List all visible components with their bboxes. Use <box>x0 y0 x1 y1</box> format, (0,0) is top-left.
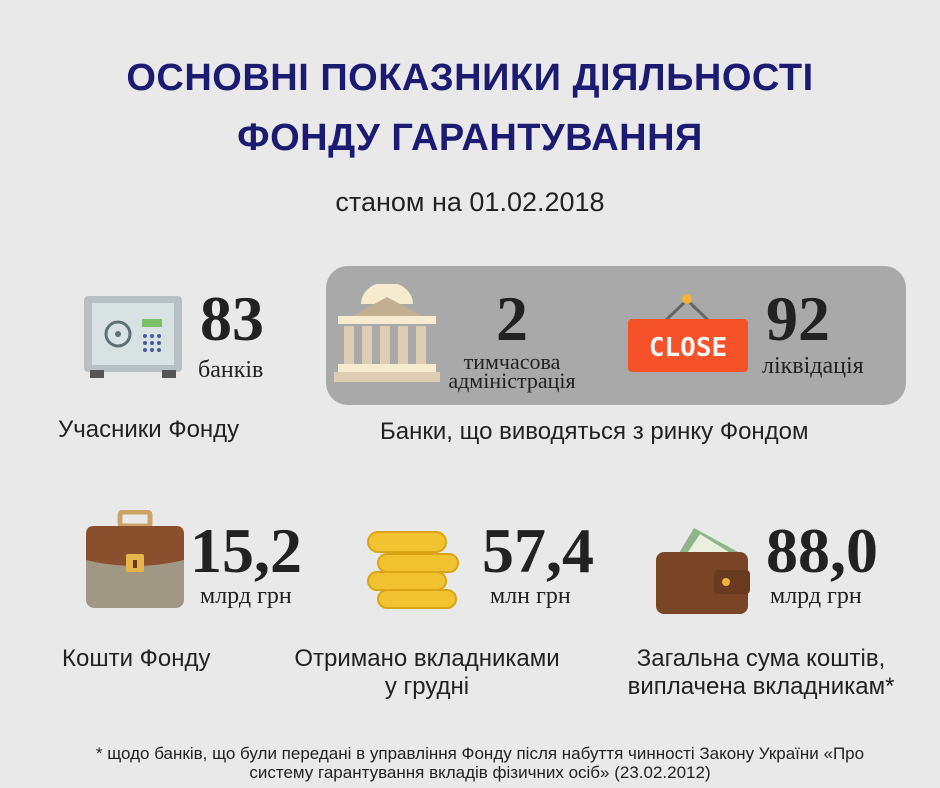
subtitle: станом на 01.02.2018 <box>335 187 605 217</box>
temporary-admin-unit: тимчасова адміністрація <box>440 349 584 393</box>
members-unit: банків <box>198 357 264 383</box>
title-line-1: ОСНОВНІ ПОКАЗНИКИ ДІЯЛЬНОСТІ <box>126 57 814 99</box>
received-label-line-1: Отримано вкладниками <box>294 645 560 672</box>
wallet-icon <box>656 528 750 614</box>
total-unit: млрд грн <box>770 583 862 609</box>
total-label-line-2: виплачена вкладникам* <box>627 673 895 700</box>
bank-building-icon <box>334 284 440 382</box>
safe-icon <box>84 296 182 378</box>
close-sign-icon: CLOSE <box>628 294 748 372</box>
temporary-admin-unit-line-1: тимчасова <box>463 349 561 374</box>
funds-label: Кошти Фонду <box>62 645 211 672</box>
received-value: 57,4 <box>482 515 594 586</box>
members-label: Учасники Фонду <box>58 416 240 443</box>
received-unit: млн грн <box>490 583 571 609</box>
total-value: 88,0 <box>766 515 878 586</box>
close-sign-text: CLOSE <box>649 333 727 363</box>
footnote-line-1: * щодо банків, що були передані в управл… <box>95 744 865 763</box>
temporary-admin-value: 2 <box>496 283 528 354</box>
total-label-line-1: Загальна сума коштів, <box>636 645 886 672</box>
funds-unit: млрд грн <box>200 583 292 609</box>
footnote: * щодо банків, що були передані в управл… <box>40 744 920 782</box>
received-label-line-2: у грудні <box>384 673 470 700</box>
liquidation-value: 92 <box>766 283 830 354</box>
title-line-2: ФОНДУ ГАРАНТУВАННЯ <box>237 117 703 159</box>
total-label: Загальна сума коштів, виплачена вкладник… <box>596 645 926 701</box>
briefcase-icon <box>86 510 184 608</box>
funds-value: 15,2 <box>190 515 302 586</box>
temporary-admin-unit-line-2: адміністрація <box>448 368 576 393</box>
withdrawn-label: Банки, що виводяться з ринку Фондом <box>380 418 809 445</box>
received-label: Отримано вкладниками у грудні <box>262 645 592 701</box>
members-value: 83 <box>200 283 264 354</box>
liquidation-unit: ліквідація <box>762 353 864 379</box>
coins-icon <box>367 531 459 609</box>
footnote-line-2: систему гарантування вкладів фізичних ос… <box>249 763 711 782</box>
